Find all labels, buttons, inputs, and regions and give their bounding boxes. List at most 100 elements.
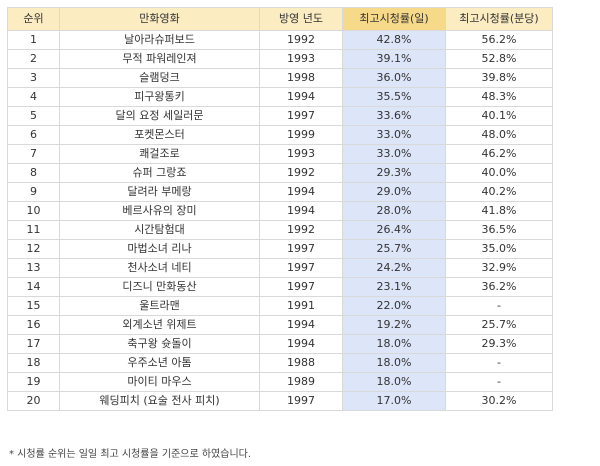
cell-title: 슬램덩크: [59, 68, 260, 88]
cell-rank: 6: [7, 125, 60, 145]
cell-peak-minute: 36.5%: [445, 220, 553, 240]
table-row: 17 축구왕 슛돌이 1994 18.0% 29.3%: [7, 334, 553, 354]
cell-peak-minute: 52.8%: [445, 49, 553, 69]
cell-year: 1993: [259, 49, 343, 69]
cell-peak-minute: 40.1%: [445, 106, 553, 126]
cell-peak-daily: 29.0%: [342, 182, 446, 202]
header-year: 방영 년도: [259, 7, 343, 31]
cell-year: 1989: [259, 372, 343, 392]
table-row: 19 마이티 마우스 1989 18.0% -: [7, 372, 553, 392]
cell-year: 1997: [259, 106, 343, 126]
cell-peak-daily: 33.0%: [342, 144, 446, 164]
table-row: 10 베르사유의 장미 1994 28.0% 41.8%: [7, 201, 553, 221]
cell-rank: 2: [7, 49, 60, 69]
cell-peak-daily: 33.6%: [342, 106, 446, 126]
table-row: 15 울트라맨 1991 22.0% -: [7, 296, 553, 316]
cell-year: 1997: [259, 277, 343, 297]
table-row: 7 쾌걸조로 1993 33.0% 46.2%: [7, 144, 553, 164]
cell-year: 1988: [259, 353, 343, 373]
cell-peak-daily: 28.0%: [342, 201, 446, 221]
cell-peak-minute: 48.0%: [445, 125, 553, 145]
cell-peak-minute: 36.2%: [445, 277, 553, 297]
cell-peak-daily: 26.4%: [342, 220, 446, 240]
cell-year: 1998: [259, 68, 343, 88]
cell-title: 디즈니 만화동산: [59, 277, 260, 297]
table-row: 14 디즈니 만화동산 1997 23.1% 36.2%: [7, 277, 553, 297]
cell-title: 마법소녀 리나: [59, 239, 260, 259]
cell-year: 1994: [259, 182, 343, 202]
cell-rank: 10: [7, 201, 60, 221]
cell-peak-daily: 19.2%: [342, 315, 446, 335]
cell-title: 쾌걸조로: [59, 144, 260, 164]
cell-rank: 15: [7, 296, 60, 316]
cell-peak-minute: 35.0%: [445, 239, 553, 259]
header-title: 만화영화: [59, 7, 260, 31]
cell-peak-daily: 18.0%: [342, 372, 446, 392]
table-row: 20 웨딩피치 (요술 전사 피치) 1997 17.0% 30.2%: [7, 391, 553, 411]
cell-year: 1992: [259, 163, 343, 183]
cell-title: 달려라 부메랑: [59, 182, 260, 202]
cell-year: 1991: [259, 296, 343, 316]
cell-peak-minute: 46.2%: [445, 144, 553, 164]
cell-year: 1997: [259, 391, 343, 411]
cell-peak-minute: 40.0%: [445, 163, 553, 183]
cell-rank: 3: [7, 68, 60, 88]
cell-year: 1994: [259, 87, 343, 107]
table-row: 1 날아라슈퍼보드 1992 42.8% 56.2%: [7, 30, 553, 50]
table-row: 2 무적 파워레인져 1993 39.1% 52.8%: [7, 49, 553, 69]
cell-year: 1992: [259, 220, 343, 240]
table-row: 3 슬램덩크 1998 36.0% 39.8%: [7, 68, 553, 88]
cell-title: 외계소년 위제트: [59, 315, 260, 335]
cell-peak-daily: 24.2%: [342, 258, 446, 278]
cell-rank: 19: [7, 372, 60, 392]
footnote: * 시청률 순위는 일일 최고 시청률을 기준으로 하였습니다.: [9, 449, 252, 460]
header-peak-daily: 최고시청률(일): [342, 7, 446, 31]
cell-title: 날아라슈퍼보드: [59, 30, 260, 50]
table-row: 6 포켓몬스터 1999 33.0% 48.0%: [7, 125, 553, 145]
cell-rank: 14: [7, 277, 60, 297]
cell-peak-minute: -: [445, 353, 553, 373]
cell-title: 시간탐험대: [59, 220, 260, 240]
cell-peak-minute: 48.3%: [445, 87, 553, 107]
cell-peak-daily: 36.0%: [342, 68, 446, 88]
cell-title: 달의 요정 세일러문: [59, 106, 260, 126]
header-rank: 순위: [7, 7, 60, 31]
cell-title: 우주소년 아톰: [59, 353, 260, 373]
cell-peak-daily: 22.0%: [342, 296, 446, 316]
table-row: 8 슈퍼 그랑죠 1992 29.3% 40.0%: [7, 163, 553, 183]
cell-rank: 17: [7, 334, 60, 354]
ratings-table-container: 순위 만화영화 방영 년도 최고시청률(일) 최고시청률(분당) 1 날아라슈퍼보…: [7, 7, 553, 411]
cell-rank: 1: [7, 30, 60, 50]
cell-year: 1994: [259, 315, 343, 335]
cell-peak-minute: 25.7%: [445, 315, 553, 335]
cell-year: 1997: [259, 239, 343, 259]
cell-title: 축구왕 슛돌이: [59, 334, 260, 354]
cell-rank: 9: [7, 182, 60, 202]
table-body: 1 날아라슈퍼보드 1992 42.8% 56.2% 2 무적 파워레인져 1993 39.1%…: [7, 30, 553, 411]
cell-rank: 16: [7, 315, 60, 335]
cell-peak-daily: 35.5%: [342, 87, 446, 107]
cell-rank: 7: [7, 144, 60, 164]
cell-peak-minute: 56.2%: [445, 30, 553, 50]
cell-peak-daily: 29.3%: [342, 163, 446, 183]
cell-year: 1997: [259, 258, 343, 278]
cell-year: 1994: [259, 201, 343, 221]
cell-peak-daily: 18.0%: [342, 353, 446, 373]
table-row: 13 천사소녀 네티 1997 24.2% 32.9%: [7, 258, 553, 278]
cell-rank: 8: [7, 163, 60, 183]
header-peak-minute: 최고시청률(분당): [445, 7, 553, 31]
cell-peak-daily: 42.8%: [342, 30, 446, 50]
cell-rank: 5: [7, 106, 60, 126]
cell-peak-minute: -: [445, 296, 553, 316]
cell-title: 무적 파워레인져: [59, 49, 260, 69]
cell-title: 포켓몬스터: [59, 125, 260, 145]
cell-year: 1992: [259, 30, 343, 50]
cell-peak-daily: 25.7%: [342, 239, 446, 259]
cell-title: 천사소녀 네티: [59, 258, 260, 278]
table-row: 11 시간탐험대 1992 26.4% 36.5%: [7, 220, 553, 240]
cell-title: 피구왕통키: [59, 87, 260, 107]
cell-title: 마이티 마우스: [59, 372, 260, 392]
cell-peak-minute: 30.2%: [445, 391, 553, 411]
table-row: 16 외계소년 위제트 1994 19.2% 25.7%: [7, 315, 553, 335]
cell-title: 울트라맨: [59, 296, 260, 316]
